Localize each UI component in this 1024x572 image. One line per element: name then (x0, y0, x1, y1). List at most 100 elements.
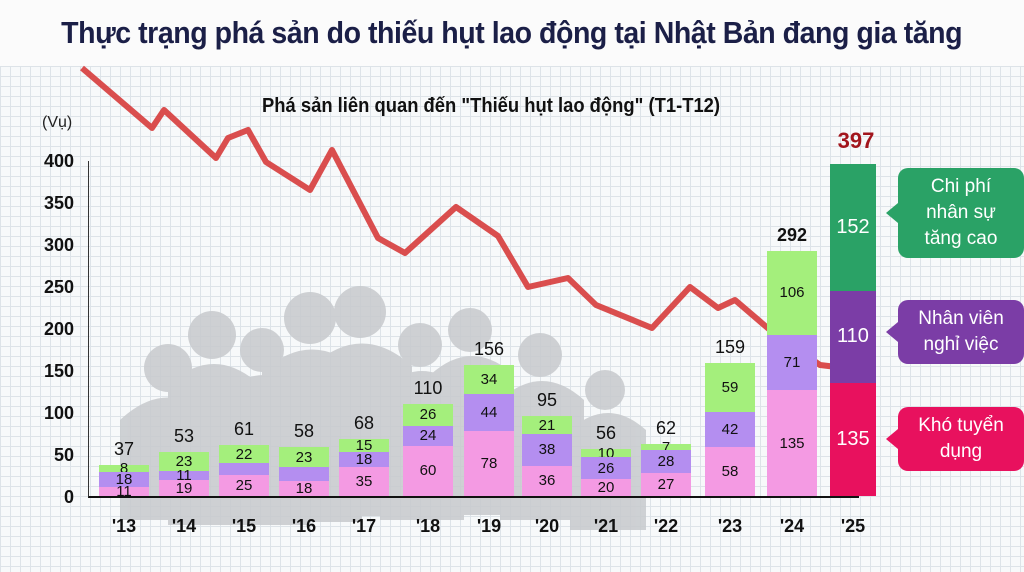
bar-segment: 78 (464, 430, 514, 496)
bar-segment: 18 (339, 451, 389, 468)
x-axis-label: '16 (291, 516, 317, 536)
y-tick: 200 (43, 319, 74, 339)
y-tick: 400 (43, 151, 74, 171)
callout-text: nhân sự (926, 202, 996, 223)
bar-total-label: 56 (595, 423, 617, 444)
x-axis-label: '20 (534, 516, 560, 536)
bar-segment: 21 (522, 416, 572, 435)
bar-segment: 36 (522, 465, 572, 496)
callout-hiring-difficulty: Khó tuyển dụng (886, 407, 1024, 471)
x-axis-label: '18 (415, 516, 441, 536)
bar-segment: 42 (705, 412, 755, 448)
bar-segment: 28 (641, 449, 691, 474)
bar-segment: 34 (464, 365, 514, 394)
x-axis-label: '25 (840, 516, 866, 536)
bar-total-label: 159 (714, 336, 746, 357)
bar-total-label: 58 (293, 421, 315, 442)
bar-segment: 59 (705, 362, 755, 413)
title-bar: Thực trạng phá sản do thiếu hụt lao động… (0, 0, 1024, 66)
callout-text: tăng cao (924, 228, 998, 249)
y-tick: 100 (43, 403, 74, 423)
bar-segment: 152 (830, 163, 876, 291)
bar-segment: 23 (279, 447, 329, 467)
callout-text: Nhân viên (918, 308, 1004, 329)
callout-resignation: Nhân viên nghỉ việc (886, 300, 1024, 364)
bar-segment: 38 (522, 434, 572, 466)
x-axis-label: '24 (779, 516, 805, 536)
bar-segment: 15 (339, 437, 389, 454)
stacked-bar: 19 11 23 (159, 451, 209, 497)
stacked-bar: 36 38 21 (522, 416, 572, 496)
bar-segment: 20 (581, 479, 631, 496)
y-axis-unit: (Vụ) (42, 114, 73, 131)
bar-segment: 25 (219, 475, 269, 496)
bar-segment: 60 (403, 445, 453, 496)
bar-total-label: 156 (473, 339, 505, 360)
bar-total-label: 95 (536, 390, 558, 411)
bar-segment: 26 (581, 457, 631, 480)
bar-segment: 7 (641, 439, 691, 456)
bar-segment: 26 (403, 403, 453, 426)
bar-segment: 19 (159, 480, 209, 497)
stacked-bar: 25 22 (219, 444, 269, 496)
bar-segment: 44 (464, 393, 514, 431)
stacked-bar: 135 110 152 (830, 163, 876, 496)
y-tick: 350 (43, 193, 74, 213)
bar-segment: 110 (830, 290, 876, 383)
stacked-bar: 35 18 15 (339, 437, 389, 496)
callout-text: Chi phí (930, 176, 992, 197)
callout-text: Khó tuyển (918, 415, 1004, 436)
bar-segment (219, 463, 269, 476)
callout-text: dụng (939, 441, 983, 462)
bar-segment: 58 (705, 447, 755, 496)
plot-area (88, 161, 859, 498)
bar-segment: 35 (339, 466, 389, 496)
stacked-bar: 78 44 34 (464, 365, 514, 496)
bar-segment: 24 (403, 425, 453, 446)
bar-segment: 106 (767, 251, 817, 335)
bar-segment: 11 (99, 483, 149, 500)
bar-segment: 10 (581, 445, 631, 462)
stacked-bar: 27 28 7 (641, 439, 691, 496)
bar-segment: 71 (767, 334, 817, 391)
x-axis-label: '15 (231, 516, 257, 536)
bar-segment (279, 466, 329, 481)
x-axis-label: '19 (476, 516, 502, 536)
bar-segment: 22 (219, 444, 269, 464)
bar-segment: 23 (159, 451, 209, 471)
callout-labor-cost: Chi phí nhân sự tăng cao (886, 168, 1024, 258)
bar-total-label: 68 (353, 413, 375, 434)
bar-segment: 18 (279, 480, 329, 497)
total-2025: 397 (837, 128, 875, 153)
bar-segment: 27 (641, 473, 691, 496)
bar-total-label: 53 (173, 425, 195, 446)
bar-segment: 11 (159, 467, 209, 484)
bar-segment: 8 (99, 460, 149, 477)
x-axis-label: '17 (351, 516, 377, 536)
stacked-bar: 58 42 59 (705, 362, 755, 496)
y-tick: 150 (43, 361, 74, 381)
stacked-bar: 20 26 10 (581, 445, 631, 496)
stacked-bar: 135 71 106 (767, 251, 817, 496)
y-tick: 300 (43, 235, 74, 255)
bar-total-label: 37 (113, 439, 135, 459)
x-axis-label: '14 (171, 516, 197, 536)
bar-total-label: 62 (655, 418, 677, 439)
bar-total-label: 292 (776, 225, 808, 246)
callout-text: nghỉ việc (923, 334, 999, 355)
chart-subtitle: Phá sản liên quan đến "Thiếu hụt lao độn… (262, 95, 721, 117)
stacked-bar: 60 24 26 (403, 403, 453, 496)
x-axis-label: '13 (111, 516, 137, 536)
x-axis-label: '23 (717, 516, 743, 536)
bar-total-label: 61 (233, 418, 255, 439)
y-tick: 0 (63, 487, 74, 507)
bar-segment: 18 (99, 471, 149, 488)
y-tick: 50 (53, 445, 74, 465)
x-axis-label: '21 (593, 516, 619, 536)
stacked-bar: 11 18 8 (99, 460, 149, 500)
bar-total-label: 110 (413, 377, 443, 398)
bar-segment: 135 (767, 390, 817, 496)
bar-segment: 135 (830, 382, 876, 496)
page-title: Thực trạng phá sản do thiếu hụt lao động… (61, 15, 963, 50)
stacked-bar: 18 23 (279, 447, 329, 497)
